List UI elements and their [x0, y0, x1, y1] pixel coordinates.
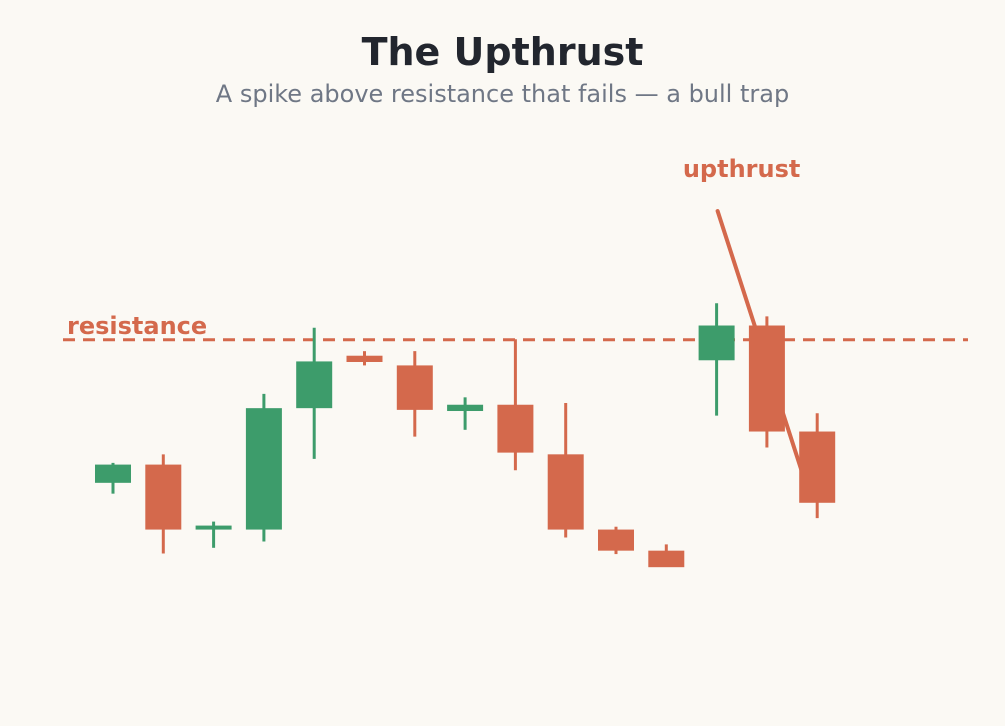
chart-subtitle: A spike above resistance that fails — a …	[215, 80, 790, 108]
candle-body-bearish	[396, 365, 433, 410]
candle-body-bearish	[547, 454, 584, 530]
candle-body-bearish	[748, 325, 785, 432]
candle-body-bullish	[95, 464, 131, 483]
candle-body-bearish	[497, 404, 534, 453]
candle-body-bearish	[799, 431, 836, 503]
candle-body-bearish	[346, 355, 383, 362]
candle-body-bullish	[447, 404, 484, 412]
upthrust-annotation-label: upthrust	[683, 155, 801, 183]
chart-title: The Upthrust	[361, 30, 644, 74]
candle-body-bearish	[598, 529, 634, 551]
candle-body-bullish	[245, 408, 282, 530]
candle-body-bullish	[296, 361, 333, 409]
candle-body-bullish	[195, 525, 232, 530]
resistance-label: resistance	[67, 312, 207, 340]
candle-body-bearish	[145, 464, 182, 530]
candle-body-bearish	[648, 550, 685, 568]
candle-body-bullish	[698, 325, 735, 361]
